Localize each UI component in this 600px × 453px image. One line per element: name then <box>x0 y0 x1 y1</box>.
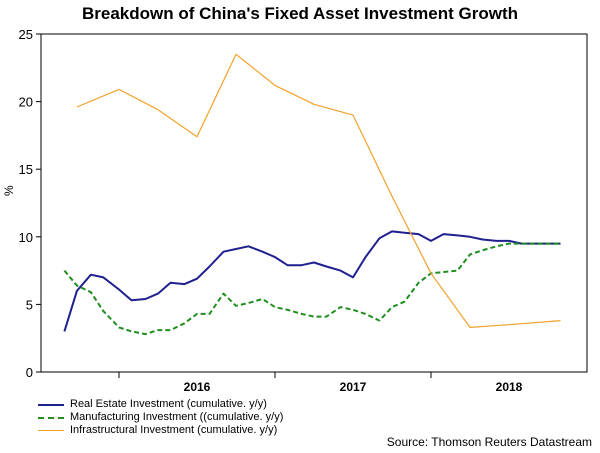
legend-item-infrastructure: Infrastructural Investment (cumulative. … <box>38 424 283 437</box>
legend-swatch-real-estate <box>38 403 64 406</box>
legend-label-manufacturing: Manufacturing Investment ((cumulative. y… <box>70 411 284 423</box>
x-tick-label: 2017 <box>340 380 367 394</box>
series-line-manufacturing <box>63 242 561 336</box>
legend-swatch-infrastructure <box>38 430 64 431</box>
y-tick-label: 10 <box>19 230 33 245</box>
x-tick-label: 2018 <box>496 380 523 394</box>
series-line-infrastructure <box>76 53 561 328</box>
y-tick-label: 5 <box>26 297 33 312</box>
plot-frame <box>40 33 588 373</box>
series-line-real-estate <box>63 230 561 332</box>
x-tick-label: 2016 <box>184 380 211 394</box>
legend-label-infrastructure: Infrastructural Investment (cumulative. … <box>70 424 278 436</box>
source-note: Source: Thomson Reuters Datastream <box>386 435 592 449</box>
legend: Real Estate Investment (cumulative. y/y)… <box>38 398 283 437</box>
y-tick-label: 25 <box>19 27 33 42</box>
y-tick-label: 0 <box>26 365 33 380</box>
chart-title: Breakdown of China's Fixed Asset Investm… <box>81 4 519 23</box>
y-tick-label: 20 <box>19 95 33 110</box>
y-tick-label: 15 <box>19 162 33 177</box>
legend-label-real-estate: Real Estate Investment (cumulative. y/y) <box>70 398 267 410</box>
legend-swatch-manufacturing <box>38 416 64 419</box>
legend-item-manufacturing: Manufacturing Investment ((cumulative. y… <box>38 411 283 424</box>
legend-item-real-estate: Real Estate Investment (cumulative. y/y) <box>38 398 283 411</box>
